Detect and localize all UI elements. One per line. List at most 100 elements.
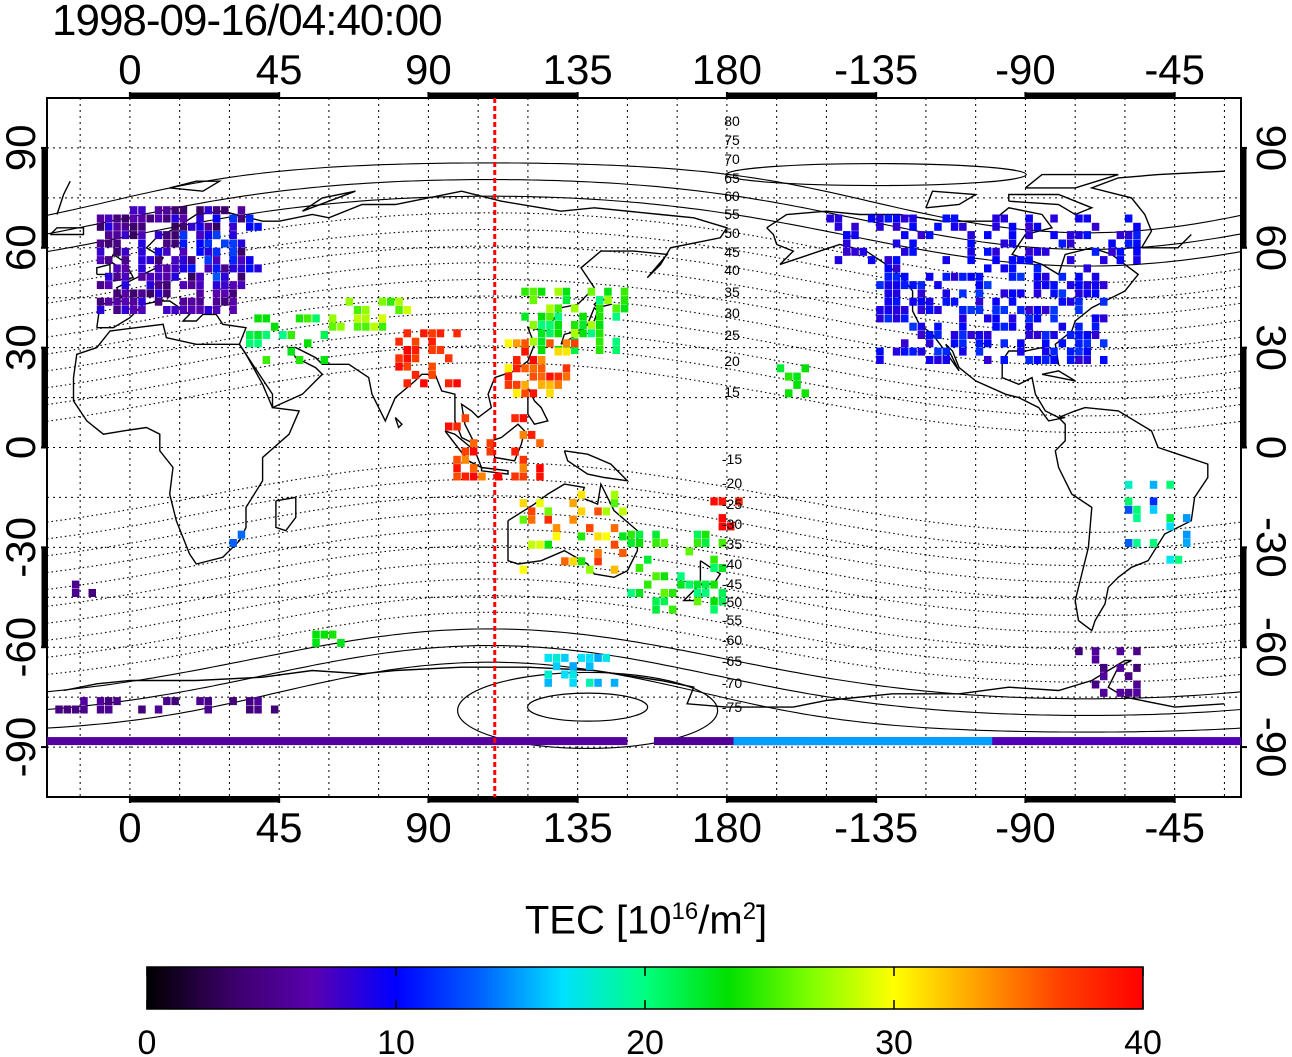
colorbar-tick-label: 30 xyxy=(875,1024,913,1057)
tec-pixel xyxy=(562,364,571,373)
tec-pixel xyxy=(229,297,237,306)
tec-pixel xyxy=(204,697,212,706)
tec-pixel xyxy=(579,312,587,321)
tec-pixel xyxy=(105,222,113,231)
tec-pixel xyxy=(403,379,411,388)
tec-pixel xyxy=(544,540,552,549)
lon-tick-label-bottom: -45 xyxy=(1144,804,1205,851)
tec-pixel xyxy=(312,638,320,647)
tec-pixel xyxy=(959,272,967,281)
tec-pixel xyxy=(536,439,544,448)
tec-pixel xyxy=(950,339,959,348)
tec-pixel xyxy=(934,347,942,356)
tec-pixel xyxy=(504,372,513,381)
tec-pixel xyxy=(254,314,262,323)
lat-tick-label-right: -60 xyxy=(1248,617,1292,678)
tec-pixel xyxy=(652,530,660,539)
tec-pixel xyxy=(453,422,461,431)
tec-pixel xyxy=(627,530,635,539)
tec-pixel xyxy=(1149,539,1158,547)
tec-pixel xyxy=(428,362,436,371)
tec-pixel xyxy=(521,312,529,321)
tec-pixel xyxy=(1000,322,1008,331)
tec-pixel xyxy=(229,281,237,290)
tec-pixel xyxy=(992,314,1000,323)
tec-pixel xyxy=(992,322,1000,331)
tec-pixel xyxy=(702,530,710,539)
tec-pixel xyxy=(975,272,984,281)
tec-pixel xyxy=(793,380,801,389)
lon-tick-label-bottom: 90 xyxy=(405,804,452,851)
tec-pixel xyxy=(146,256,154,265)
tec-pixel xyxy=(1050,231,1058,240)
tec-pixel xyxy=(246,705,254,714)
tec-pixel xyxy=(270,705,279,714)
tec-pixel xyxy=(604,296,612,305)
coastline xyxy=(925,190,978,209)
tec-pixel xyxy=(909,322,917,331)
coastline xyxy=(527,387,549,425)
tec-pixel xyxy=(1100,356,1108,364)
tec-pixel xyxy=(710,580,718,589)
tec-pixel xyxy=(387,297,395,306)
tec-pixel xyxy=(562,287,571,296)
tec-pixel xyxy=(1083,231,1091,240)
tec-pixel xyxy=(411,346,420,354)
tec-pixel xyxy=(179,222,188,231)
tec-pixel xyxy=(619,549,627,557)
tec-pixel xyxy=(229,214,237,223)
colorbar-ticks: 0 10 20 30 40 xyxy=(138,967,1162,1057)
tec-pixel xyxy=(163,214,171,223)
mlat-contour xyxy=(47,628,1241,700)
tec-pixel xyxy=(229,539,237,547)
tec-pixel xyxy=(975,347,984,356)
tec-pixel xyxy=(569,557,577,566)
tec-pixel xyxy=(304,314,312,323)
tec-pixel xyxy=(179,214,188,223)
colorbar-title: TEC [1016/m2] xyxy=(0,898,1292,943)
tec-pixel xyxy=(138,214,146,223)
tec-pixel xyxy=(571,346,579,354)
tec-pixel xyxy=(196,231,204,240)
tec-pixel xyxy=(328,322,337,331)
tec-pixel xyxy=(1058,289,1067,298)
tec-pixel xyxy=(453,472,461,481)
tec-pixel xyxy=(196,214,204,223)
mlat-contour xyxy=(47,312,1241,384)
tec-pixel xyxy=(529,321,538,329)
tec-pixel xyxy=(237,247,246,256)
tec-pixel xyxy=(403,362,411,371)
tec-pixel xyxy=(428,346,436,354)
tec-pixel xyxy=(909,214,917,223)
mlat-label: 65 xyxy=(724,170,740,186)
tec-pixel xyxy=(71,580,80,589)
tec-pixel xyxy=(901,281,909,290)
tec-pixel xyxy=(718,497,727,506)
tec-pixel xyxy=(735,497,743,506)
tec-pixel xyxy=(702,580,710,589)
tec-pixel xyxy=(544,515,552,524)
tec-pixel xyxy=(171,222,179,231)
tec-pixel xyxy=(1000,306,1008,314)
tec-pixel xyxy=(254,339,262,348)
tec-pixel xyxy=(1174,555,1183,564)
tec-pixel xyxy=(519,499,528,508)
tec-pixel xyxy=(718,514,727,523)
mlat-contour xyxy=(47,362,1241,434)
tec-pixel xyxy=(1025,222,1033,231)
tec-pixel xyxy=(113,214,121,223)
tec-pixel xyxy=(71,589,80,597)
tec-pixel xyxy=(171,264,179,273)
tec-pixel xyxy=(171,206,179,215)
tec-pixel xyxy=(1133,222,1141,231)
tec-pixel xyxy=(279,331,287,339)
tec-pixel xyxy=(212,231,221,240)
tec-pixel xyxy=(544,678,552,687)
tec-pixel xyxy=(594,532,602,541)
tec-pixel xyxy=(1000,239,1008,248)
tec-pixel xyxy=(138,256,146,265)
mlat-label: 25 xyxy=(724,327,740,343)
tec-pixel xyxy=(1149,480,1158,489)
tec-pixel xyxy=(925,231,934,240)
tec-pixel xyxy=(612,346,620,354)
